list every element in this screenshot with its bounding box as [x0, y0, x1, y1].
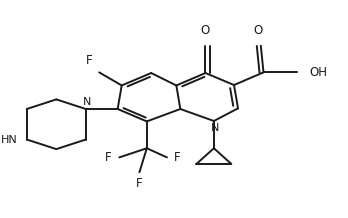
Text: HN: HN — [1, 135, 18, 145]
Text: F: F — [105, 151, 112, 164]
Text: F: F — [136, 177, 143, 190]
Text: F: F — [86, 54, 92, 67]
Text: OH: OH — [309, 66, 327, 79]
Text: O: O — [201, 24, 210, 37]
Text: F: F — [174, 151, 181, 164]
Text: O: O — [254, 24, 263, 37]
Text: N: N — [211, 123, 219, 133]
Text: N: N — [83, 97, 92, 107]
